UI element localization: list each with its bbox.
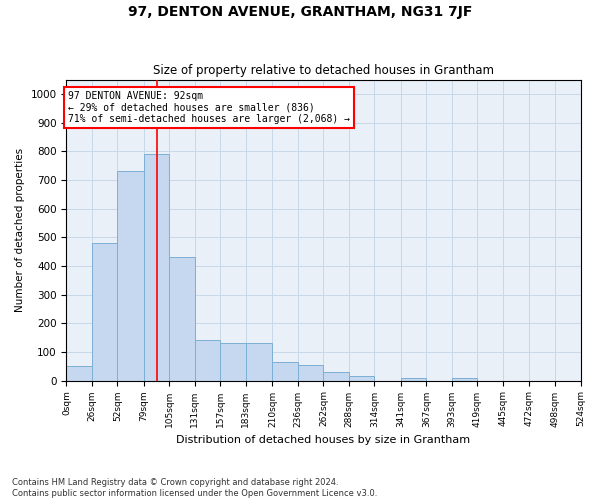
Bar [118, 172, 144, 380]
Bar [144, 154, 169, 380]
Y-axis label: Number of detached properties: Number of detached properties [15, 148, 25, 312]
Bar [92, 243, 118, 380]
Text: Contains HM Land Registry data © Crown copyright and database right 2024.
Contai: Contains HM Land Registry data © Crown c… [12, 478, 377, 498]
Text: 97, DENTON AVENUE, GRANTHAM, NG31 7JF: 97, DENTON AVENUE, GRANTHAM, NG31 7JF [128, 5, 472, 19]
Bar [272, 362, 298, 380]
Title: Size of property relative to detached houses in Grantham: Size of property relative to detached ho… [153, 64, 494, 77]
X-axis label: Distribution of detached houses by size in Grantham: Distribution of detached houses by size … [176, 435, 470, 445]
Bar [246, 344, 272, 380]
Text: 97 DENTON AVENUE: 92sqm
← 29% of detached houses are smaller (836)
71% of semi-d: 97 DENTON AVENUE: 92sqm ← 29% of detache… [68, 91, 350, 124]
Bar [195, 340, 220, 380]
Bar [220, 344, 246, 380]
Bar [323, 372, 349, 380]
Bar [401, 378, 427, 380]
Bar [349, 376, 374, 380]
Bar [452, 378, 478, 380]
Bar [169, 258, 195, 380]
Bar [67, 366, 92, 380]
Bar [298, 365, 323, 380]
